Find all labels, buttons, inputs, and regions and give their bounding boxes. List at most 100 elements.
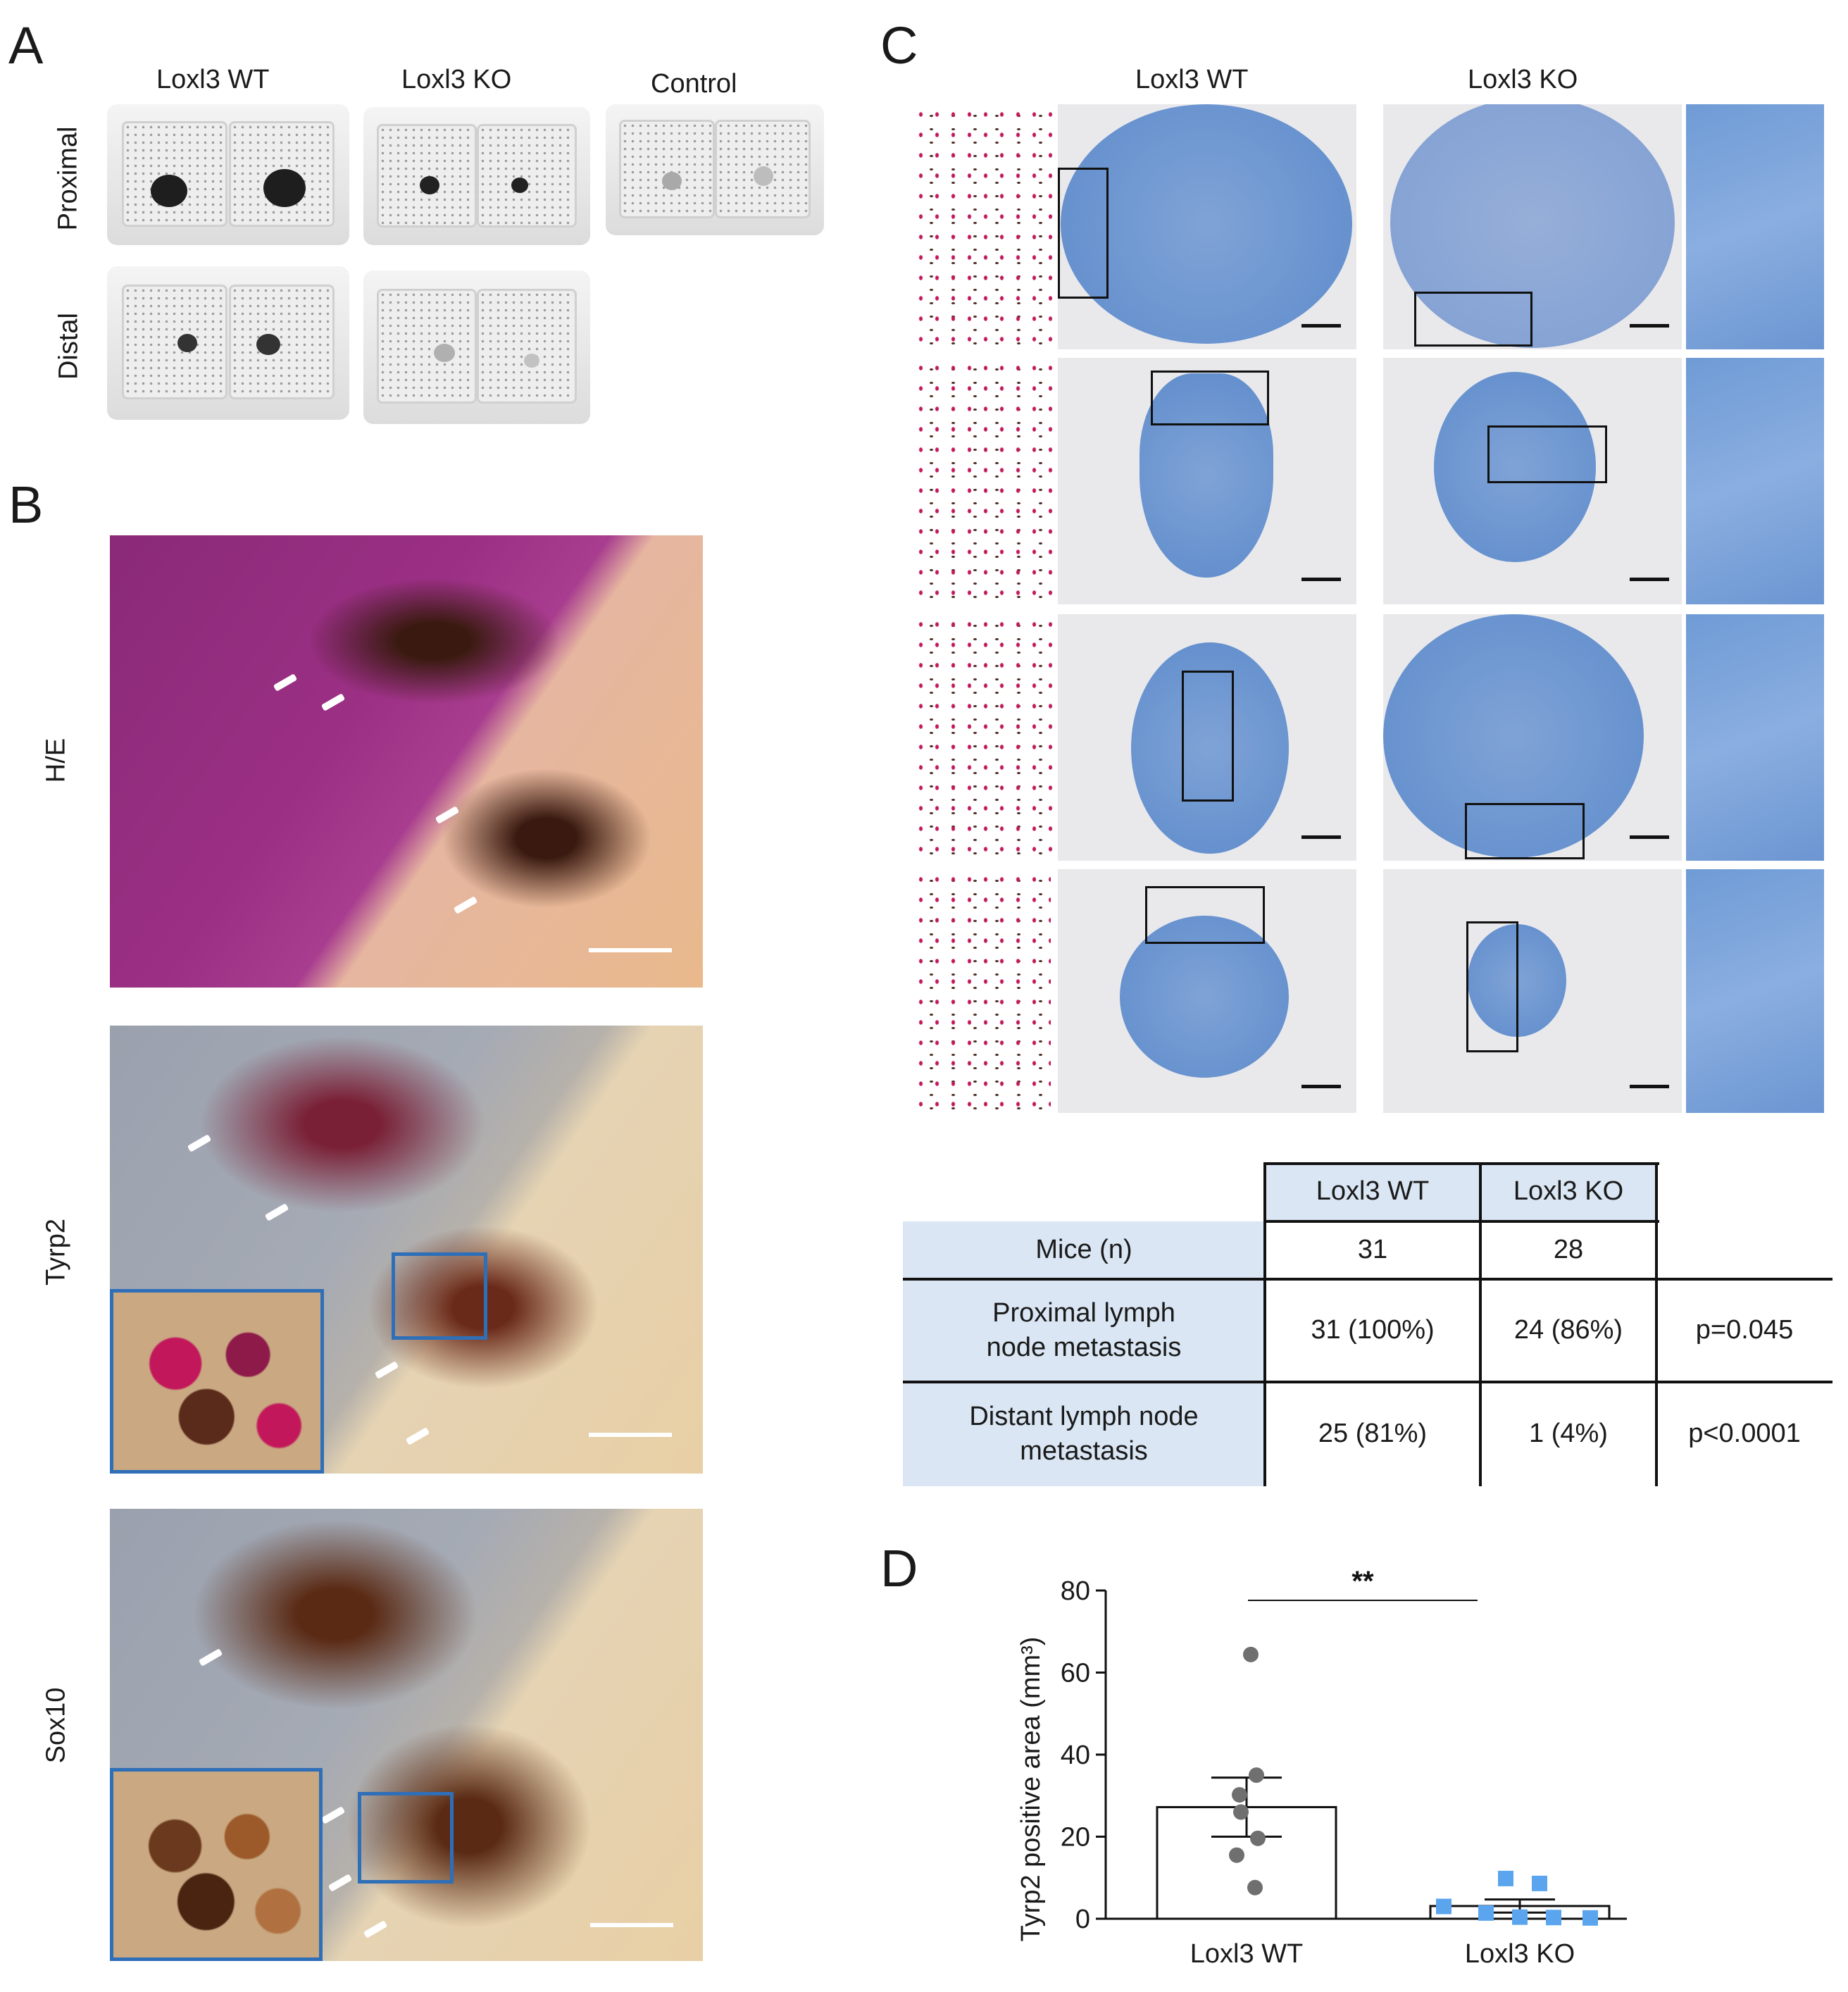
region-box — [1145, 886, 1265, 944]
zoom-tile-ko — [1686, 869, 1824, 1113]
scale-bar — [1301, 324, 1341, 328]
section-tile-ko — [1383, 358, 1682, 604]
cassette-control-proximal — [606, 104, 824, 235]
scale-bar — [1301, 578, 1341, 581]
scale-bar — [1630, 1085, 1669, 1088]
region-box — [1151, 371, 1269, 425]
panel-b-row-label-tyrp2: Tyrp2 — [41, 1218, 71, 1286]
section-tile-wt — [1058, 869, 1356, 1113]
scale-bar — [1630, 578, 1669, 581]
table-rule — [1265, 1220, 1659, 1223]
lymph-node-sample — [263, 169, 306, 207]
data-point — [1512, 1909, 1528, 1925]
panel-c-letter: C — [880, 16, 918, 75]
data-point — [1243, 1646, 1259, 1662]
panel-b-row-label-he: H/E — [41, 737, 71, 783]
data-point — [1233, 1804, 1249, 1820]
inset-region-box — [392, 1252, 487, 1340]
panel-d-letter: D — [880, 1539, 918, 1598]
lymph-node-section — [1434, 372, 1596, 562]
panel-a-letter: A — [8, 16, 44, 75]
panel-c-col-label-wt: Loxl3 WT — [1135, 65, 1249, 94]
scale-bar — [1630, 324, 1669, 328]
table-rule — [1265, 1162, 1659, 1165]
zoom-tile-wt — [913, 358, 1054, 604]
micrograph-sox10 — [110, 1509, 703, 1961]
panel-a-row-label-distal: Distal — [54, 312, 84, 380]
y-tick-label: 80 — [1061, 1576, 1090, 1606]
y-tick-label: 0 — [1075, 1905, 1090, 1934]
table-rule — [1479, 1162, 1482, 1486]
data-point — [1582, 1910, 1598, 1926]
data-point — [1229, 1847, 1244, 1863]
table-header-ko: Loxl3 KO — [1480, 1162, 1656, 1221]
significance-label: ** — [1351, 1566, 1374, 1597]
table-rule — [903, 1381, 1833, 1383]
region-box — [1058, 168, 1109, 299]
table-cell: 1 (4%) — [1529, 1419, 1608, 1449]
table-cell: 24 (86%) — [1513, 1315, 1623, 1345]
scale-bar — [589, 1433, 672, 1437]
panel-a-col-label-control: Control — [651, 69, 737, 99]
region-box — [1487, 425, 1607, 483]
arrow-marker — [405, 1427, 430, 1445]
data-point — [1478, 1905, 1494, 1921]
panel-b-letter: B — [8, 475, 44, 534]
lymph-node-sample — [434, 344, 455, 362]
table-row-label: Mice (n) — [903, 1221, 1265, 1279]
scale-bar — [1301, 1085, 1341, 1088]
arrow-marker — [327, 1874, 353, 1892]
lymph-node-sample — [177, 334, 197, 352]
section-tile-wt — [1058, 358, 1356, 604]
zoom-tile-ko — [1686, 614, 1824, 861]
scale-bar — [589, 948, 672, 952]
table-cell: 25 (81%) — [1318, 1419, 1428, 1449]
lymph-node-sample — [754, 166, 773, 186]
zoom-tile-wt — [913, 614, 1054, 861]
panel-b-row-label-sox10: Sox10 — [41, 1687, 71, 1764]
table-row-label: Proximal lymph node metastasis — [903, 1279, 1265, 1382]
data-point — [1546, 1910, 1561, 1926]
data-point — [1498, 1870, 1513, 1886]
section-tile-wt — [1058, 104, 1356, 349]
region-box — [1414, 292, 1532, 347]
table-cell: 31 — [1357, 1235, 1388, 1265]
lymph-node-section — [1140, 373, 1273, 578]
inset-magnified — [110, 1768, 323, 1961]
cassette-wt-distal — [107, 266, 349, 420]
y-tick-label: 40 — [1061, 1741, 1090, 1770]
section-tile-ko — [1383, 104, 1682, 349]
micrograph-he — [110, 535, 703, 988]
region-box — [1466, 921, 1518, 1052]
data-point — [1436, 1898, 1451, 1915]
lymph-node-section — [1390, 104, 1675, 348]
table-cell: 31 (100%) — [1311, 1315, 1435, 1345]
region-box — [1182, 671, 1234, 802]
y-axis-title: Tyrp2 positive area (mm³) — [1016, 1637, 1046, 1942]
scale-bar — [590, 1923, 673, 1927]
data-point — [1247, 1879, 1263, 1895]
table-cell-p-value: p=0.045 — [1695, 1315, 1794, 1345]
lymph-node-sample — [511, 178, 528, 193]
arrow-marker — [374, 1361, 399, 1379]
table-rule — [1655, 1162, 1658, 1486]
table-cell: 28 — [1553, 1235, 1584, 1265]
zoom-tile-wt — [913, 869, 1051, 1113]
scale-bar — [1301, 835, 1341, 839]
region-box — [1465, 803, 1585, 859]
data-point — [1232, 1787, 1247, 1803]
arrow-marker — [453, 896, 478, 914]
table-row-label: Distant lymph node metastasis — [903, 1382, 1265, 1486]
lymph-node-section — [1383, 614, 1644, 858]
data-point — [1532, 1875, 1547, 1891]
lymph-node-section — [1131, 642, 1289, 854]
panel-a-col-label-ko: Loxl3 KO — [401, 65, 512, 94]
lymph-node-sample — [420, 176, 439, 194]
section-tile-ko — [1383, 869, 1682, 1113]
zoom-tile-wt — [913, 104, 1054, 349]
table-rule — [1263, 1162, 1266, 1486]
lymph-node-sample — [151, 175, 187, 207]
y-tick-label: 20 — [1061, 1823, 1090, 1853]
lymph-node-sample — [524, 354, 539, 368]
scale-bar — [1630, 835, 1669, 839]
